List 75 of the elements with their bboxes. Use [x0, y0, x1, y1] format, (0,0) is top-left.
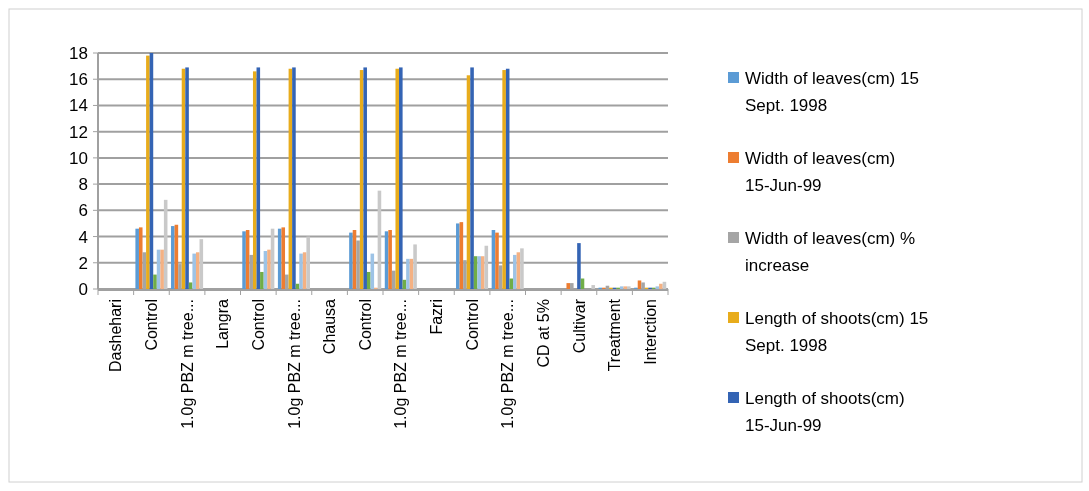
bar: [138, 227, 143, 289]
bar: [366, 271, 371, 289]
bar: [192, 253, 196, 289]
x-tick-label: Control: [356, 299, 374, 351]
bar: [566, 283, 571, 289]
bar: [349, 232, 353, 289]
bar: [659, 283, 663, 289]
bar: [260, 271, 264, 289]
y-tick-label: 8: [78, 175, 88, 195]
bar: [655, 286, 660, 289]
bar: [153, 274, 157, 289]
bar: [267, 249, 271, 289]
y-tick-label: 14: [69, 96, 88, 116]
x-tick-label: Control: [143, 299, 161, 351]
bar: [477, 256, 481, 289]
bar: [160, 249, 164, 289]
bar: [292, 67, 296, 289]
y-tick-label: 10: [69, 148, 88, 168]
legend-label: Length of shoots(cm) 15 Sept. 1998: [745, 308, 929, 356]
y-tick-label: 6: [78, 201, 88, 221]
y-tick-label: 4: [78, 227, 88, 247]
bar: [413, 244, 417, 289]
bar: [306, 236, 310, 289]
bar: [513, 254, 517, 289]
x-tick-label: Control: [249, 299, 267, 351]
x-tick-label: Interction: [641, 299, 659, 365]
bar: [363, 67, 367, 289]
bar: [185, 67, 189, 289]
bar: [627, 286, 631, 289]
y-tick-label: 2: [78, 253, 88, 273]
bar: [623, 286, 628, 289]
bar: [252, 71, 257, 289]
bar: [619, 286, 624, 289]
x-tick-label: Langra: [214, 298, 232, 349]
bar: [637, 280, 642, 289]
x-tick-label: 1.0g PBZ m tree...: [392, 299, 410, 429]
bar: [470, 67, 474, 289]
bar: [195, 252, 200, 289]
bar: [146, 55, 150, 289]
bar: [399, 67, 403, 289]
bar: [456, 223, 460, 289]
bar: [242, 231, 246, 289]
x-tick-label: Control: [463, 299, 481, 351]
x-tick-label: Fazri: [428, 299, 446, 335]
bar: [388, 230, 392, 289]
bar: [299, 253, 303, 289]
x-tick-label: 1.0g PBZ m tree...: [178, 299, 196, 429]
bar: [502, 70, 506, 289]
bar: [480, 256, 485, 289]
bar: [520, 248, 524, 289]
legend-label: Width of leaves(cm) 15-Jun-99: [745, 148, 896, 196]
bar: [281, 227, 286, 289]
bar: [171, 226, 175, 289]
y-tick-label: 0: [78, 279, 88, 299]
y-tick-label: 16: [69, 70, 88, 90]
bar: [406, 258, 410, 289]
y-tick-label: 12: [69, 122, 88, 142]
bar: [395, 68, 400, 289]
legend-label: Width of leaves(cm) 15 Sept. 1998: [745, 68, 919, 116]
x-tick-label: 1.0g PBZ m tree...: [499, 299, 517, 429]
x-tick-label: 1.0g PBZ m tree...: [285, 299, 303, 429]
bar: [135, 228, 139, 289]
y-tick-label: 18: [69, 43, 88, 63]
bar: [495, 232, 499, 289]
bar: [509, 278, 514, 289]
x-tick-label: Dashehari: [107, 299, 125, 372]
bar: [591, 285, 595, 289]
bar: [577, 243, 581, 289]
legend-label: Width of leaves(cm) % increase: [745, 228, 916, 276]
x-tick-label: Cultivar: [570, 298, 588, 354]
legend-label: Length of shoots(cm) 15-Jun-99: [745, 388, 905, 436]
x-tick-label: Treatment: [606, 298, 624, 372]
x-tick-label: CD at 5%: [534, 299, 552, 368]
x-tick-label: Chausa: [321, 298, 339, 355]
bar: [188, 282, 193, 289]
